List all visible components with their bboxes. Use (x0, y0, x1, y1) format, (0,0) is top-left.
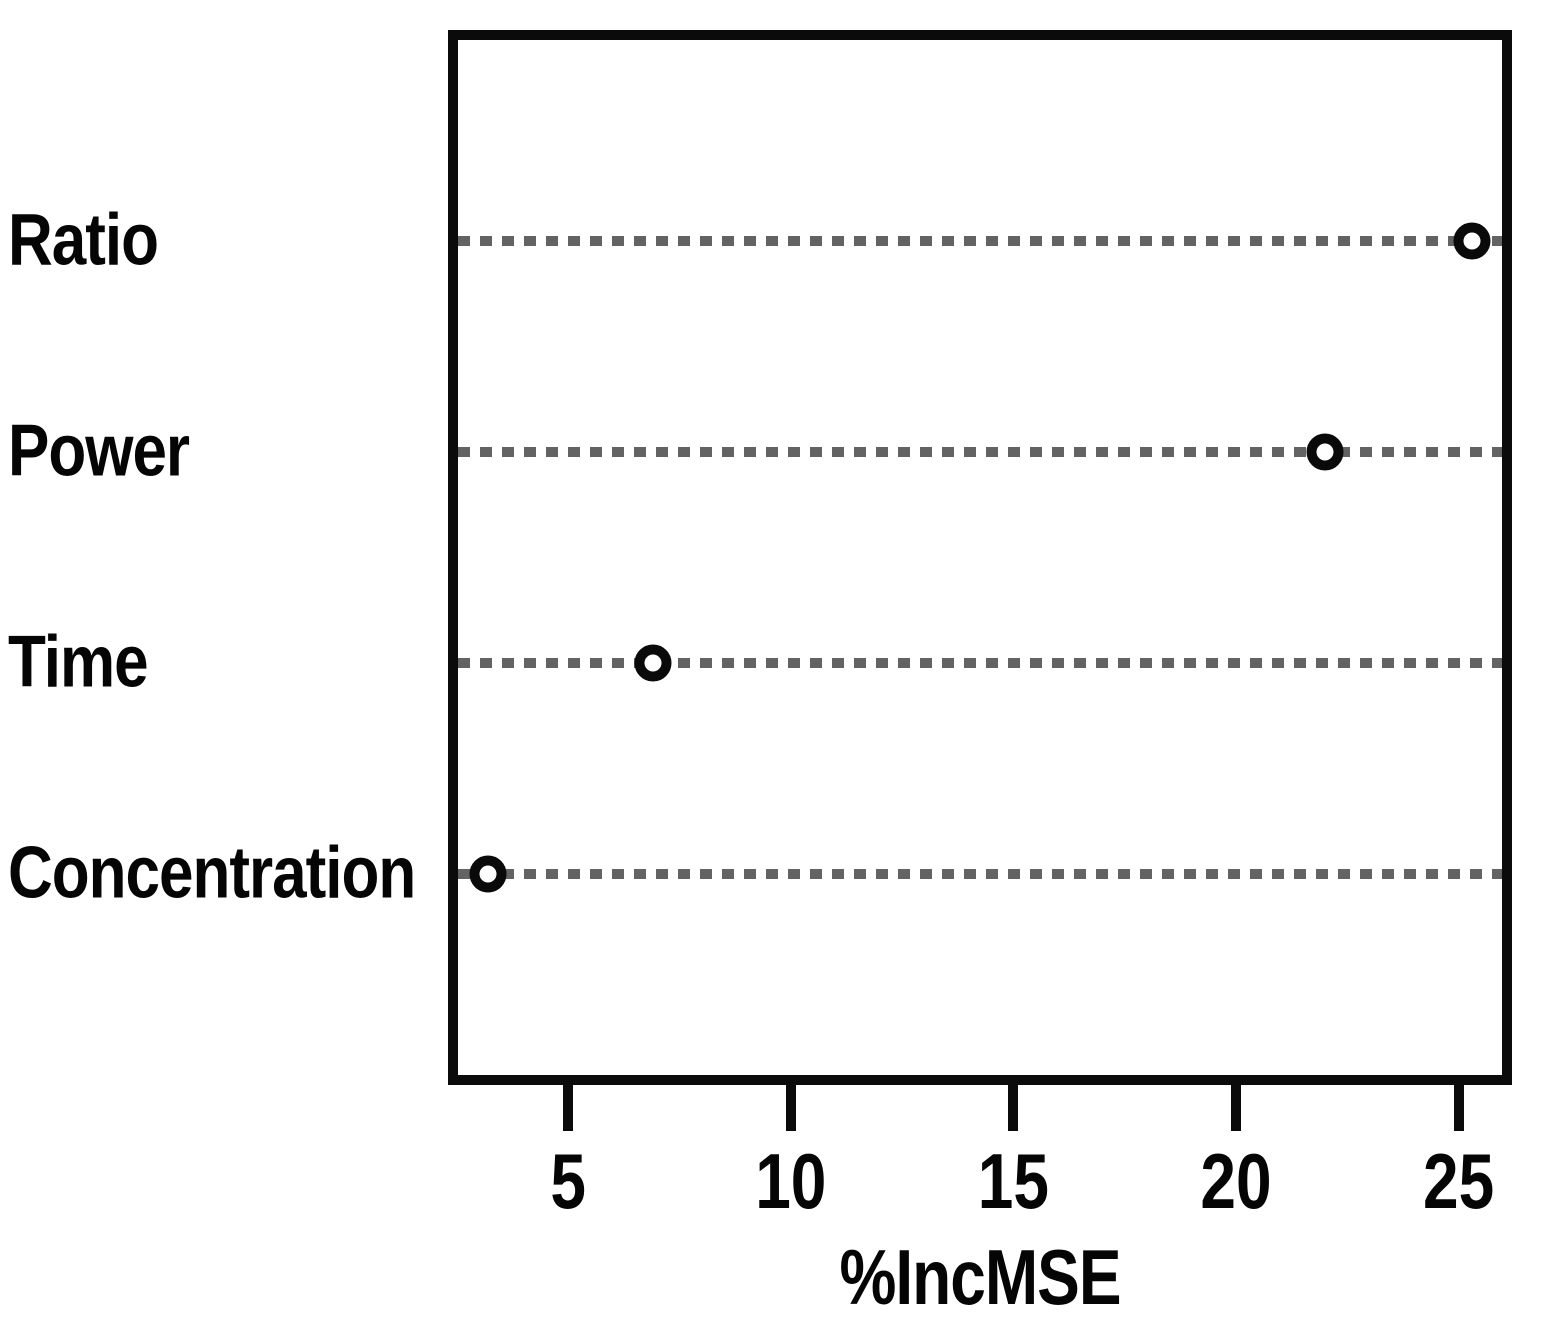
data-point-time (634, 644, 672, 682)
category-label-concentration: Concentration (8, 832, 416, 915)
x-axis-tick-15 (1008, 1085, 1019, 1131)
x-axis-tick-25 (1453, 1085, 1464, 1131)
x-axis-tick-label-20: 20 (1200, 1137, 1272, 1225)
x-axis-tick-label-25: 25 (1422, 1137, 1495, 1225)
data-point-power (1306, 433, 1344, 471)
category-label-power: Power (8, 410, 190, 493)
x-axis-tick-label-15: 15 (977, 1137, 1049, 1225)
x-axis-tick-label-10: 10 (755, 1137, 827, 1225)
data-point-ratio (1453, 222, 1491, 260)
dotted-guide-line-power (458, 447, 1502, 457)
plot-area-frame (448, 30, 1512, 1085)
x-axis-tick-20 (1230, 1085, 1241, 1131)
x-axis-title: %IncMSE (839, 1233, 1121, 1320)
dotted-guide-line-ratio (458, 236, 1502, 246)
x-axis-tick-5 (563, 1085, 574, 1131)
category-label-ratio: Ratio (8, 199, 159, 282)
dotted-guide-line-concentration (458, 869, 1502, 879)
x-axis-tick-label-5: 5 (550, 1137, 586, 1225)
dotted-guide-line-time (458, 658, 1502, 668)
data-point-concentration (469, 855, 507, 893)
x-axis-tick-10 (785, 1085, 796, 1131)
category-label-time: Time (8, 621, 149, 704)
